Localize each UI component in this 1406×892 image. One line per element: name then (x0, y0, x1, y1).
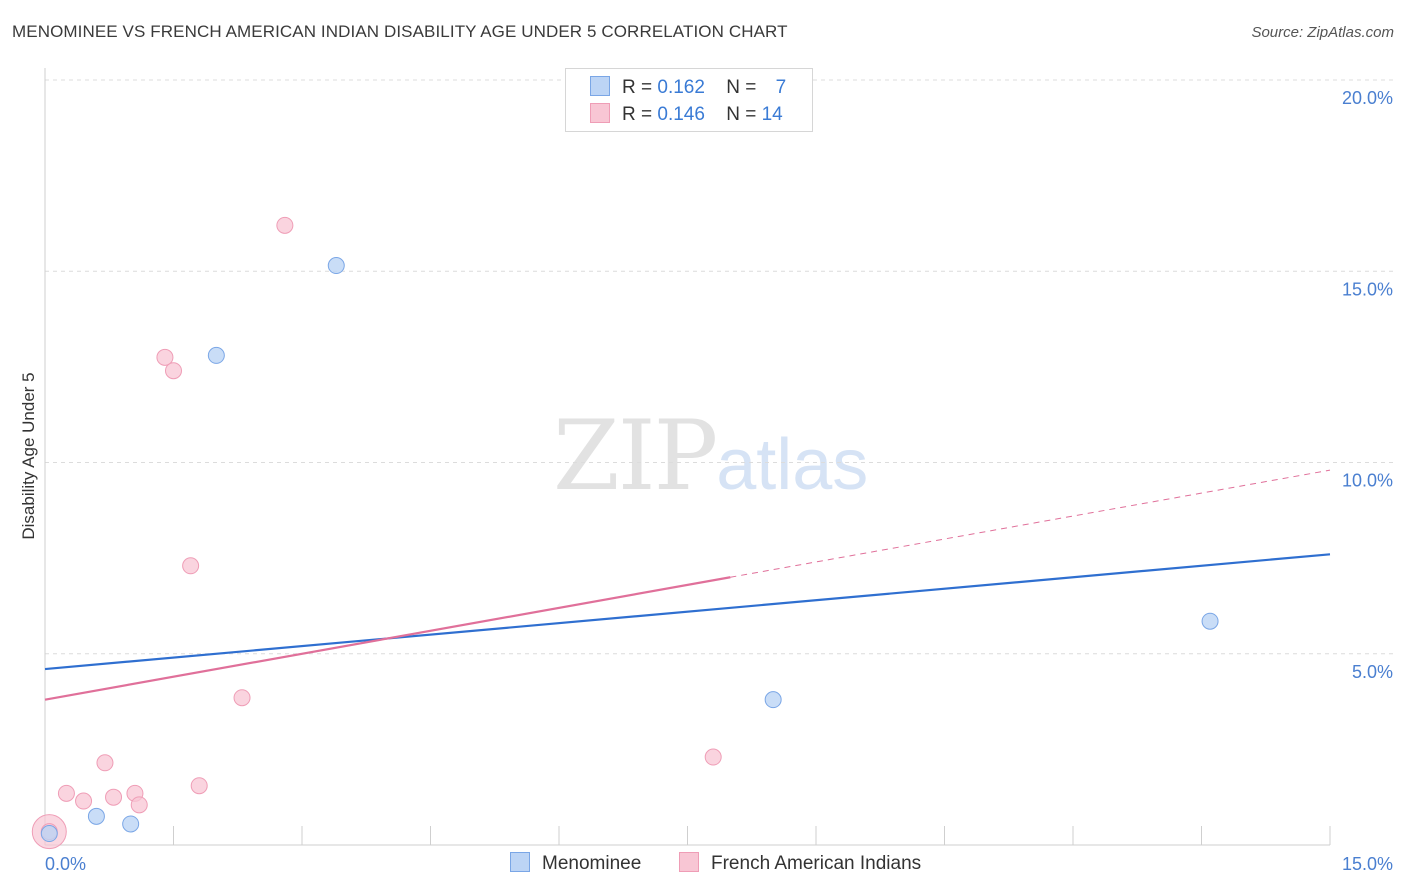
tick-labels: 5.0% 10.0% 15.0% 20.0% 0.0% 15.0% Disability A… (19, 88, 1393, 874)
y-tick-label: 15.0% (1342, 279, 1393, 299)
menominee-point (40, 825, 58, 843)
menominee-point (1201, 612, 1219, 630)
data-points (31, 216, 1219, 850)
menominee-point (87, 807, 105, 825)
french-point (105, 788, 123, 806)
y-tick-label: 5.0% (1352, 662, 1393, 682)
legend-r-value: 0.162 (657, 77, 705, 98)
axes (44, 68, 1331, 846)
source-label: Source: ZipAtlas.com (1251, 24, 1394, 41)
legend-n-value: 14 (761, 104, 783, 125)
bottom-legend-french: French American Indians (679, 852, 921, 875)
french-point (156, 348, 174, 366)
legend-row-french: R = 0.146 N = 14 (590, 103, 783, 127)
menominee-swatch (590, 76, 610, 96)
watermark-atlas: atlas (716, 425, 869, 505)
legend-r-label: R = (622, 77, 653, 98)
correlation-legend: R = 0.162 N = 7 R = 0.146 N = 14 (565, 68, 813, 132)
legend-n-label: N = (726, 77, 757, 98)
menominee-trend-line (44, 553, 1331, 671)
french-trend-extension (730, 469, 1331, 578)
trend-lines (44, 469, 1331, 701)
french-point (704, 748, 722, 766)
menominee-point (122, 815, 140, 833)
french-point (75, 792, 93, 810)
french-point (57, 784, 75, 802)
bottom-legend-menominee: Menominee (510, 852, 641, 875)
legend-r-value: 0.146 (657, 104, 705, 125)
y-axis-label: Disability Age Under 5 (19, 372, 38, 539)
french-point (130, 796, 148, 814)
y-tick-label: 20.0% (1342, 88, 1393, 108)
menominee-swatch (510, 852, 530, 872)
legend-n-value: 7 (775, 77, 787, 98)
french-point (276, 216, 294, 234)
french-swatch (679, 852, 699, 872)
french-point (182, 557, 200, 575)
legend-r-label: R = (622, 104, 653, 125)
y-tick-label: 10.0% (1342, 471, 1393, 491)
menominee-point (207, 346, 225, 364)
x-tick-label: 0.0% (45, 854, 86, 874)
watermark: ZIPatlas (553, 400, 868, 512)
x-tick-label: 15.0% (1342, 854, 1393, 874)
menominee-point (327, 257, 345, 275)
chart-title: MENOMINEE VS FRENCH AMERICAN INDIAN DISA… (12, 22, 788, 41)
french-point (190, 777, 208, 795)
french-point (96, 754, 114, 772)
legend-row-menominee: R = 0.162 N = 7 (590, 76, 786, 100)
menominee-point (764, 691, 782, 709)
french-trend-line (44, 576, 731, 701)
gridlines (45, 79, 1395, 655)
french-swatch (590, 103, 610, 123)
watermark-zip: ZIP (553, 400, 718, 512)
legend-n-label: N = (726, 104, 757, 125)
french-point (233, 689, 251, 707)
bottom-legend-label: Menominee (542, 853, 642, 874)
bottom-legend-label: French American Indians (711, 853, 922, 874)
french-point (165, 362, 182, 380)
